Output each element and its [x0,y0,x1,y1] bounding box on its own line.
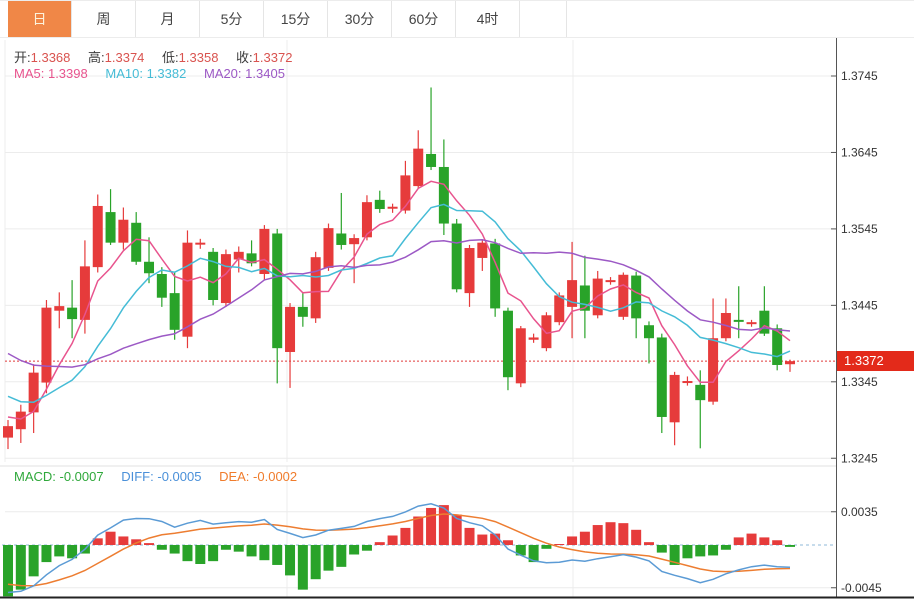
tab-5分[interactable]: 5分 [200,1,264,37]
dea-line [7,513,791,587]
tab-30分[interactable]: 30分 [328,1,392,37]
macd-legend: MACD: -0.0007 DIFF: -0.0005 DEA: -0.0002 [14,469,311,484]
ma5-line [7,180,791,420]
candles-layer [3,87,795,450]
axis-label: 1.3245 [841,451,878,465]
period-tab-bar: 日周月 5分 15分 30分 60分 4时 [0,0,914,38]
axis-label: 1.3445 [841,298,878,312]
axis-label: -0.0045 [841,581,882,595]
diff-value: DIFF: -0.0005 [121,469,202,484]
tab-日[interactable]: 日 [8,1,72,37]
axis-label: 1.3545 [841,222,878,236]
ma10-line [7,203,791,403]
tab-60分[interactable]: 60分 [392,1,456,37]
tab-周[interactable]: 周 [72,1,136,37]
diff-line [7,503,791,594]
grid-layer [0,40,836,597]
low-value: 低:1.3358 [162,50,219,65]
ma20-value: MA20: 1.3405 [203,66,285,81]
ma20-line [7,239,791,368]
tab-4时[interactable]: 4时 [456,1,520,37]
ma5-value: MA5: 1.3398 [14,66,88,81]
ohlc-legend: 开:1.3368 高:1.3374 低:1.3358 收:1.3372 [14,47,306,66]
current-price-badge: 1.3372 [837,351,914,371]
macd-value: MACD: -0.0007 [14,469,104,484]
dea-value: DEA: -0.0002 [219,469,298,484]
axis-label: 1.3745 [841,69,878,83]
tab-spacer [520,1,567,37]
axis-label: 1.3345 [841,375,878,389]
open-value: 开:1.3368 [14,50,71,65]
axis-label: 0.0035 [841,505,878,519]
tab-15分[interactable]: 15分 [264,1,328,37]
close-value: 收:1.3372 [236,50,293,65]
price-axis: 1.3745 1.3645 1.3545 1.3445 1.3345 1.3245 0.00… [0,38,914,599]
high-value: 高:1.3374 [88,50,145,65]
ma-legend: MA5: 1.3398 MA10: 1.3382 MA20: 1.3405 [14,66,299,81]
ma10-value: MA10: 1.3382 [105,66,187,81]
tab-月[interactable]: 月 [136,1,200,37]
macd-histogram [3,505,795,597]
axis-label: 1.3645 [841,145,878,159]
